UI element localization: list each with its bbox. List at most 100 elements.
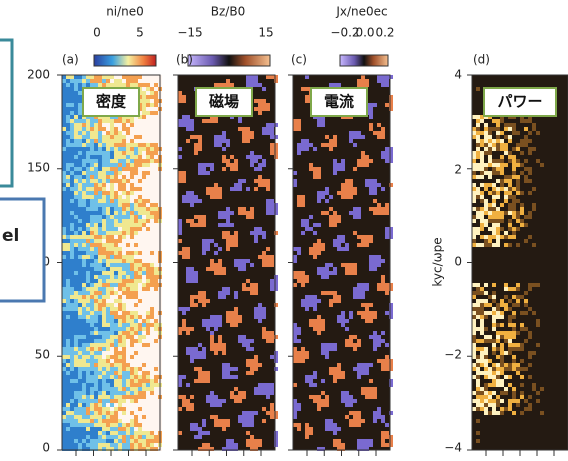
heatmap-cell: [492, 223, 496, 227]
heatmap-cell: [90, 271, 94, 275]
heatmap-cell: [246, 79, 250, 83]
heatmap-cell: [202, 243, 206, 247]
heatmap-cell: [78, 431, 82, 435]
heatmap-cell: [254, 307, 258, 311]
heatmap-cell: [516, 347, 520, 351]
heatmap-cell: [512, 335, 516, 339]
heatmap-cell: [504, 143, 508, 147]
heatmap-cell: [90, 219, 94, 223]
heatmap-cell: [333, 431, 337, 435]
heatmap-cell: [118, 419, 122, 423]
heatmap-cell: [130, 207, 134, 211]
heatmap-cell: [74, 371, 78, 375]
heatmap-cell: [138, 215, 142, 219]
heatmap-cell: [114, 215, 118, 219]
heatmap-cell: [492, 323, 496, 327]
heatmap-cell: [130, 391, 134, 395]
heatmap-cell: [110, 395, 114, 399]
heatmap-cell: [126, 79, 130, 83]
heatmap-cell: [106, 267, 110, 271]
heatmap-cell: [266, 199, 270, 203]
heatmap-cell: [254, 107, 258, 111]
heatmap-cell: [78, 111, 82, 115]
heatmap-cell: [106, 183, 110, 187]
heatmap-cell: [472, 283, 476, 287]
heatmap-cell: [293, 399, 297, 403]
heatmap-cell: [62, 231, 66, 235]
heatmap-cell: [70, 275, 74, 279]
heatmap-cell: [138, 79, 142, 83]
heatmap-cell: [126, 295, 130, 299]
heatmap-cell: [70, 415, 74, 419]
heatmap-cell: [508, 343, 512, 347]
heatmap-cell: [138, 371, 142, 375]
heatmap-cell: [293, 171, 297, 175]
heatmap-cell: [106, 147, 110, 151]
heatmap-cell: [134, 299, 138, 303]
heatmap-cell: [70, 239, 74, 243]
heatmap-cell: [134, 319, 138, 323]
heatmap-cell: [86, 427, 90, 431]
heatmap-cell: [190, 195, 194, 199]
heatmap-cell: [94, 235, 98, 239]
heatmap-cell: [337, 375, 341, 379]
heatmap-cell: [110, 403, 114, 407]
heatmap-cell: [504, 151, 508, 155]
heatmap-cell: [126, 151, 130, 155]
heatmap-cell: [198, 351, 202, 355]
heatmap-cell: [110, 431, 114, 435]
heatmap-cell: [528, 179, 532, 183]
heatmap-cell: [106, 171, 110, 175]
heatmap-cell: [118, 191, 122, 195]
heatmap-cell: [182, 399, 186, 403]
heatmap-cell: [118, 431, 122, 435]
heatmap-cell: [333, 239, 337, 243]
heatmap-cell: [66, 115, 70, 119]
heatmap-cell: [254, 391, 258, 395]
heatmap-cell: [86, 375, 90, 379]
heatmap-cell: [492, 307, 496, 311]
heatmap-cell: [94, 347, 98, 351]
heatmap-cell: [250, 151, 254, 155]
heatmap-cell: [62, 179, 66, 183]
heatmap-cell: [361, 135, 365, 139]
heatmap-cell: [333, 347, 337, 351]
heatmap-cell: [496, 367, 500, 371]
heatmap-cell: [178, 91, 182, 95]
heatmap-cell: [234, 263, 238, 267]
heatmap-cell: [86, 335, 90, 339]
heatmap-cell: [102, 235, 106, 239]
heatmap-cell: [146, 223, 150, 227]
heatmap-cell: [254, 187, 258, 191]
heatmap-cell: [222, 159, 226, 163]
heatmap-cell: [484, 151, 488, 155]
heatmap-cell: [353, 215, 357, 219]
heatmap-cell: [202, 251, 206, 255]
heatmap-cell: [357, 295, 361, 299]
heatmap-cell: [496, 231, 500, 235]
heatmap-cell: [321, 119, 325, 123]
heatmap-cell: [74, 155, 78, 159]
heatmap-cell: [118, 219, 122, 223]
heatmap-cell: [373, 183, 377, 187]
heatmap-cell: [476, 315, 480, 319]
heatmap-cell: [254, 227, 258, 231]
heatmap-cell: [134, 171, 138, 175]
heatmap-cell: [86, 439, 90, 443]
heatmap-cell: [301, 271, 305, 275]
heatmap-cell: [214, 347, 218, 351]
heatmap-cell: [484, 335, 488, 339]
heatmap-cell: [150, 351, 154, 355]
heatmap-cell: [154, 147, 158, 151]
heatmap-cell: [138, 435, 142, 439]
heatmap-cell: [142, 391, 146, 395]
heatmap-cell: [126, 275, 130, 279]
heatmap-cell: [357, 207, 361, 211]
heatmap-cell: [66, 423, 70, 427]
heatmap-cell: [198, 223, 202, 227]
heatmap-cell: [62, 287, 66, 291]
heatmap-cell: [512, 199, 516, 203]
heatmap-cell: [230, 323, 234, 327]
heatmap-cell: [122, 251, 126, 255]
heatmap-cell: [94, 303, 98, 307]
